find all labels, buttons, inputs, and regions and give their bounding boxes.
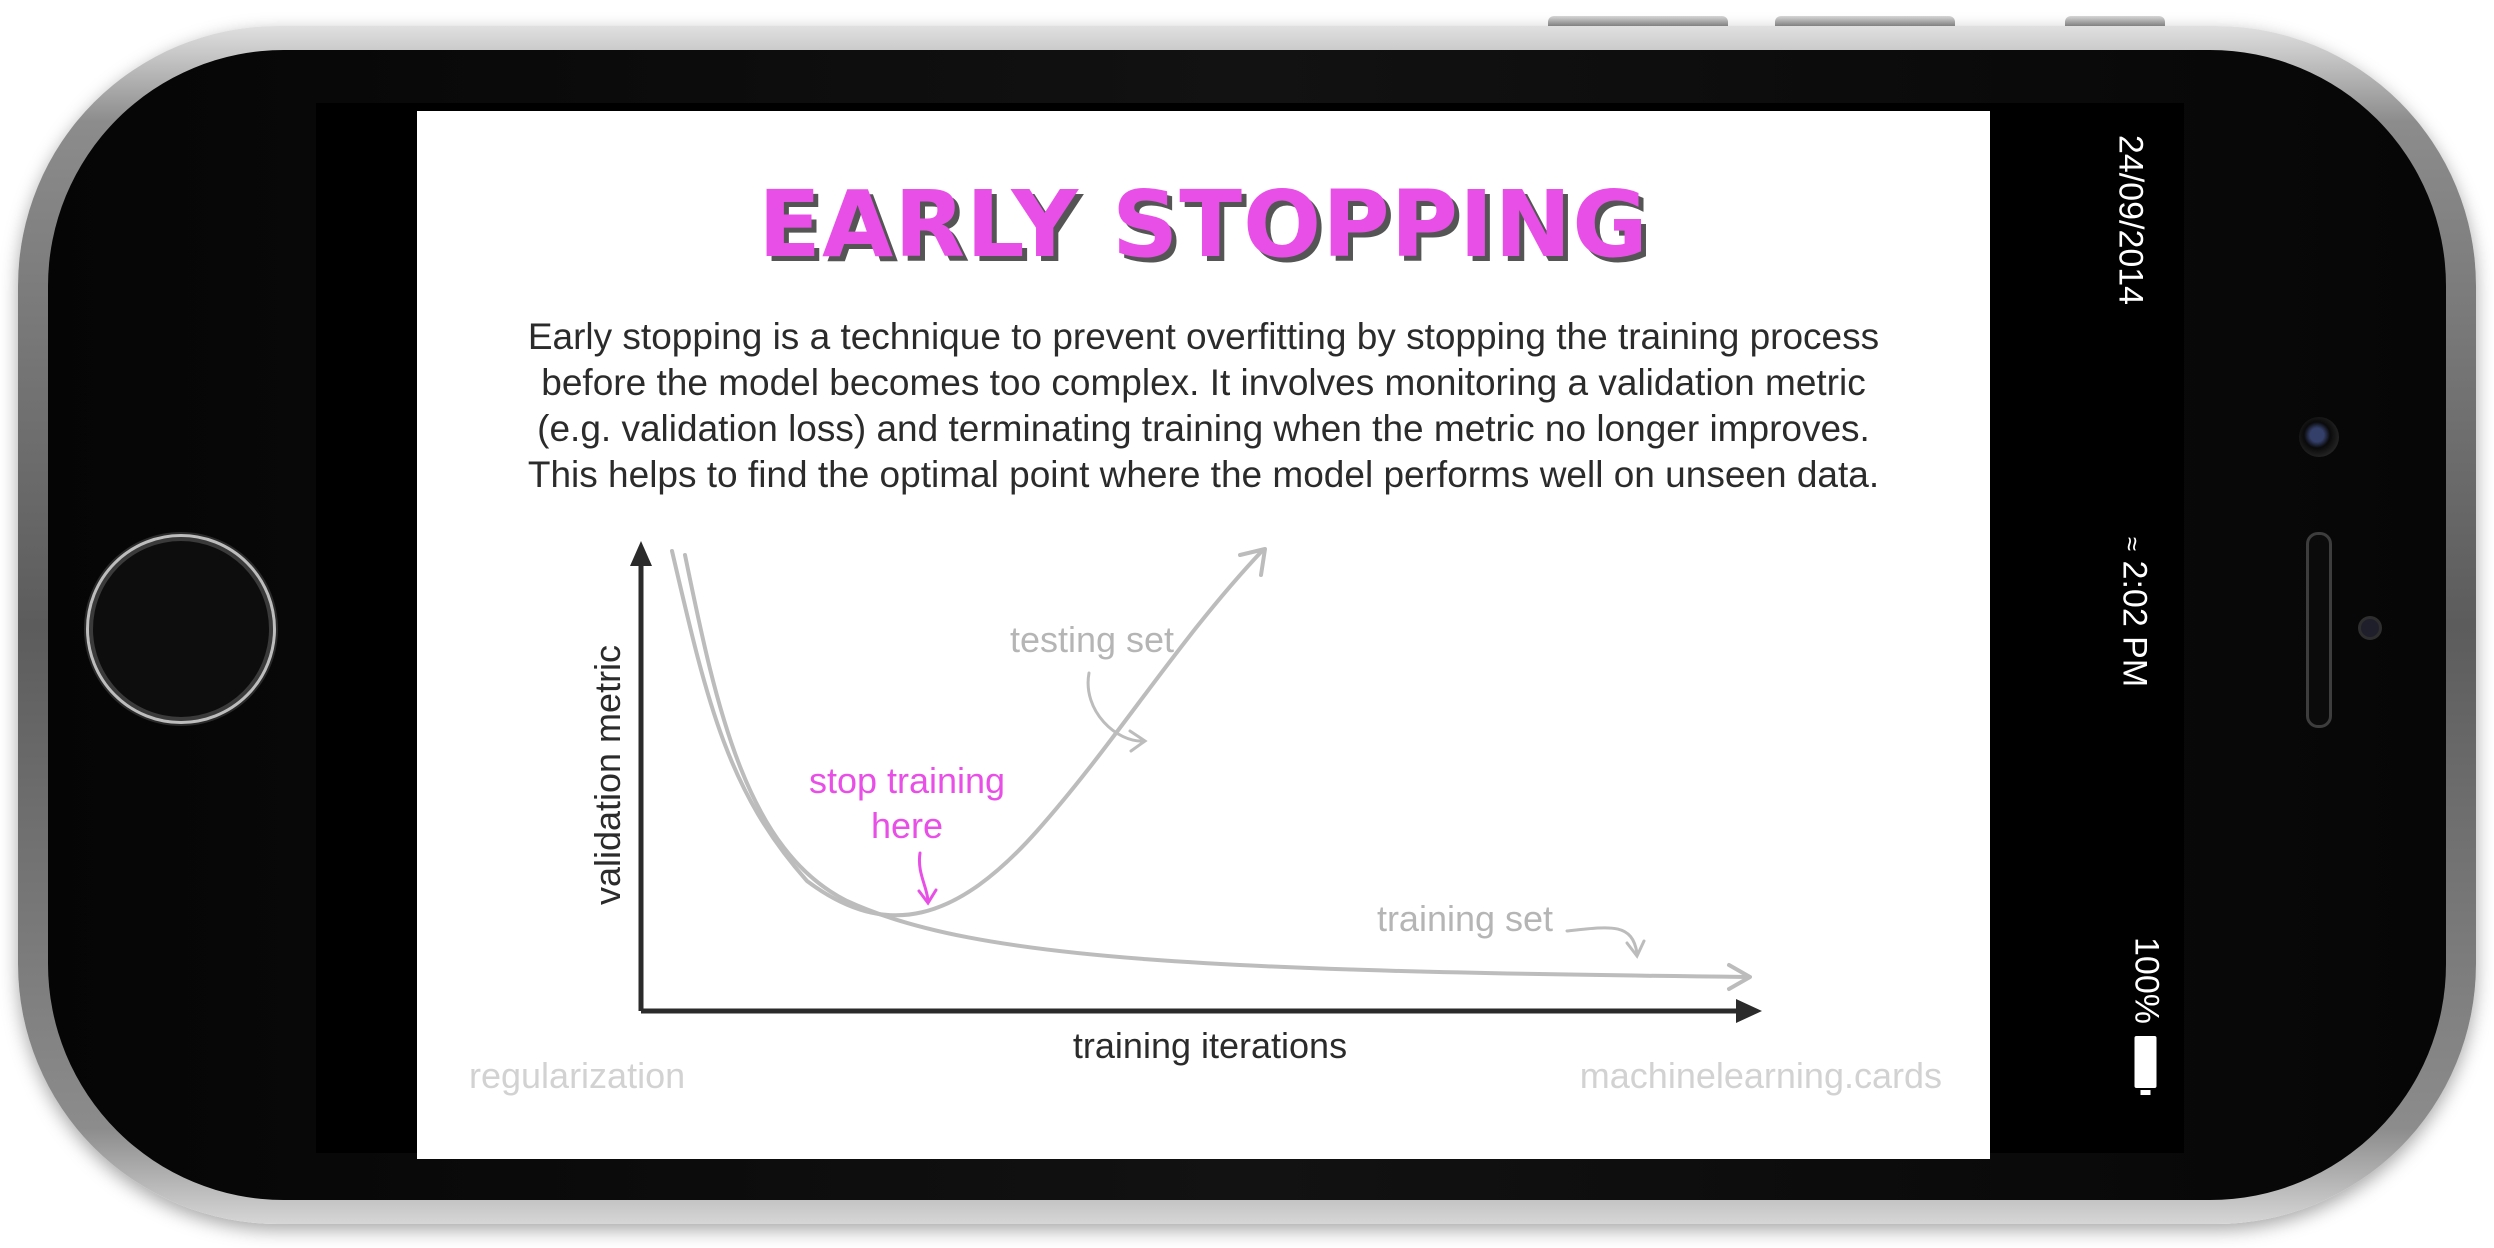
battery-icon xyxy=(2135,1035,2157,1095)
x-axis-arrow xyxy=(1736,999,1762,1023)
home-button[interactable] xyxy=(86,534,276,724)
training-set-label: training set xyxy=(1377,898,1553,939)
footer-site: machinelearning.cards xyxy=(1579,1055,1942,1096)
y-axis-arrow xyxy=(630,541,652,566)
x-axis-label: training iterations xyxy=(1073,1025,1347,1066)
training-set-pointer-head xyxy=(1625,939,1646,959)
testing-set-label: testing set xyxy=(1010,619,1174,660)
wifi-icon: ≈ xyxy=(2117,536,2148,552)
front-camera-icon xyxy=(2299,417,2339,457)
stop-training-pointer xyxy=(917,851,930,903)
stop-training-label: stop training xyxy=(809,760,1005,801)
status-date: 24/09/2014 xyxy=(2111,134,2150,306)
power-button[interactable] xyxy=(2065,16,2165,26)
stop-training-pointer-head xyxy=(917,888,938,906)
page-title: EARLY STOPPING xyxy=(758,171,1649,278)
content-card: EARLY STOPPING Early stopping is a techn… xyxy=(417,111,1990,1159)
volume-up-button[interactable] xyxy=(1548,16,1728,26)
status-battery-percent: 100% xyxy=(2127,937,2166,1024)
training-curve-arrowhead xyxy=(1727,963,1752,991)
training-set-pointer xyxy=(1565,926,1639,955)
status-time-group: ≈ 2:02 PM xyxy=(2115,537,2154,687)
stop-training-label-here: here xyxy=(871,805,943,846)
y-axis-label: validation metric xyxy=(587,645,628,905)
status-battery-group: 100% xyxy=(2127,937,2166,1095)
testing-set-pointer-head xyxy=(1128,729,1148,753)
training-curve xyxy=(683,553,1749,979)
volume-down-button[interactable] xyxy=(1775,16,1955,26)
chart: validation metric training iterations te… xyxy=(587,541,1762,1066)
testing-set-pointer xyxy=(1086,671,1146,743)
testing-curve-arrowhead xyxy=(1238,547,1267,577)
earpiece-speaker xyxy=(2306,532,2332,728)
description-text: Early stopping is a technique to prevent… xyxy=(527,316,1880,495)
testing-curve xyxy=(670,549,1264,918)
proximity-sensor xyxy=(2358,616,2382,640)
status-time: 2:02 PM xyxy=(2115,560,2154,688)
footer-category: regularization xyxy=(469,1055,686,1096)
